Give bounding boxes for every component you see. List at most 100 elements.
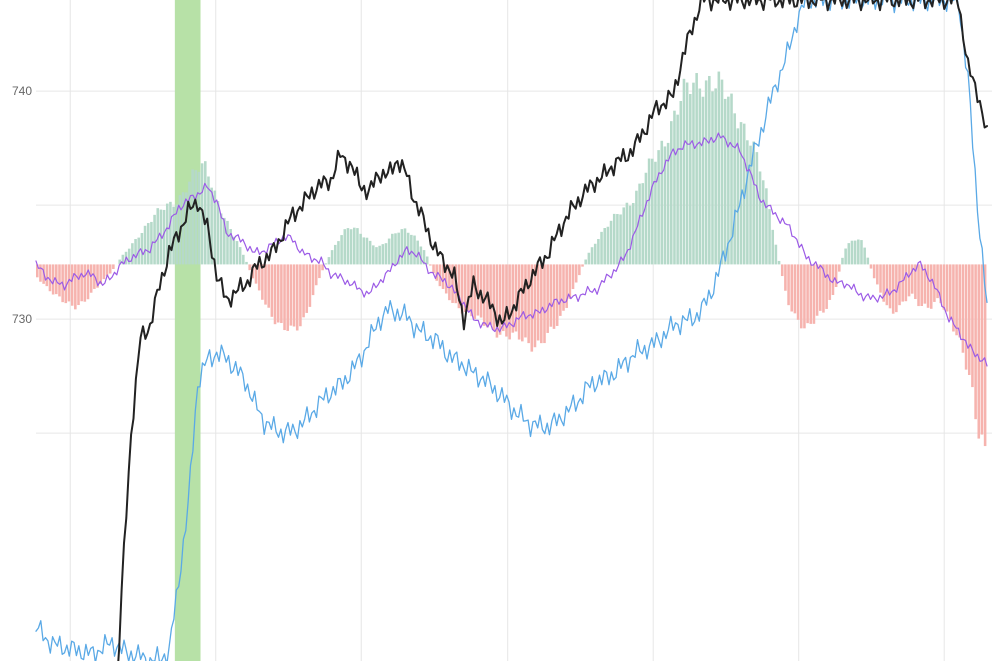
histogram-bar-positive — [378, 245, 381, 265]
histogram-bar-positive — [704, 80, 708, 265]
histogram-bar-positive — [670, 121, 673, 265]
histogram-bar-negative — [952, 264, 955, 332]
histogram-bar-positive — [647, 158, 651, 265]
y-tick-label: 740 — [12, 84, 32, 98]
histogram-bar-positive — [695, 73, 698, 265]
histogram-bar-negative — [926, 264, 930, 308]
histogram-bar-positive — [118, 259, 121, 265]
histogram-bar-positive — [631, 203, 635, 265]
histogram-bar-positive — [679, 100, 683, 265]
histogram-bar-negative — [555, 264, 559, 326]
histogram-bar-positive — [685, 82, 689, 265]
histogram-bar-negative — [936, 264, 939, 299]
histogram-bar-negative — [70, 264, 74, 306]
histogram-bar-positive — [403, 228, 407, 265]
histogram-bar-positive — [121, 254, 125, 265]
histogram-bar-positive — [619, 214, 622, 265]
histogram-bar-positive — [746, 140, 749, 265]
histogram-bar-negative — [803, 264, 806, 329]
histogram-bar-negative — [910, 264, 914, 294]
histogram-bar-positive — [663, 146, 667, 265]
histogram-bar-positive — [216, 200, 220, 265]
histogram-bar-positive — [673, 110, 676, 265]
histogram-bar-positive — [384, 243, 388, 265]
histogram-bar-negative — [112, 264, 115, 270]
histogram-bar-positive — [425, 256, 429, 265]
histogram-bar-positive — [413, 235, 416, 265]
histogram-bar-negative — [571, 264, 575, 290]
histogram-bar-negative — [869, 264, 873, 269]
histogram-bar-positive — [660, 140, 664, 265]
histogram-bar-negative — [99, 264, 102, 284]
histogram-bar-positive — [340, 235, 343, 265]
histogram-bar-negative — [787, 264, 790, 306]
histogram-bar-negative — [898, 264, 901, 306]
histogram-bar-negative — [311, 264, 315, 296]
histogram-bar-negative — [945, 264, 949, 312]
histogram-bar-negative — [435, 264, 438, 281]
histogram-bar-negative — [39, 264, 42, 282]
histogram-bar-negative — [261, 264, 264, 300]
histogram-bar-positive — [343, 229, 347, 265]
histogram-bar-positive — [628, 205, 632, 265]
histogram-bar-negative — [980, 264, 984, 435]
histogram-bar-positive — [701, 96, 705, 265]
histogram-bar-positive — [375, 247, 378, 265]
histogram-bar-positive — [353, 227, 356, 265]
histogram-bar-negative — [270, 264, 274, 317]
histogram-bar-negative — [314, 264, 318, 286]
histogram-bar-negative — [568, 264, 572, 299]
histogram — [36, 71, 987, 447]
histogram-bar-positive — [184, 192, 188, 265]
histogram-bar-negative — [549, 264, 553, 327]
histogram-bar-positive — [844, 248, 847, 265]
histogram-bar-positive — [188, 181, 191, 265]
histogram-bar-positive — [682, 78, 686, 265]
histogram-bar-positive — [207, 176, 210, 265]
histogram-bar-positive — [397, 232, 400, 265]
histogram-bar-negative — [80, 264, 83, 302]
histogram-bar-positive — [622, 207, 626, 265]
histogram-bar-negative — [105, 264, 109, 277]
histogram-bar-positive — [733, 113, 736, 265]
histogram-bar-negative — [961, 264, 965, 353]
histogram-bar-negative — [882, 264, 885, 302]
histogram-bar-positive — [229, 229, 232, 265]
histogram-bar-positive — [774, 244, 778, 265]
histogram-bar-negative — [796, 264, 800, 320]
histogram-bar-negative — [108, 264, 112, 274]
histogram-bar-negative — [295, 264, 299, 331]
histogram-bar-negative — [257, 264, 261, 291]
histogram-bar-positive — [349, 229, 353, 265]
histogram-bar-positive — [853, 240, 857, 265]
histogram-bar-negative — [89, 264, 93, 293]
histogram-bar-negative — [977, 264, 981, 439]
histogram-bar-negative — [964, 264, 968, 370]
histogram-bar-negative — [511, 264, 515, 333]
histogram-bar-negative — [264, 264, 267, 305]
histogram-bar-negative — [540, 264, 543, 344]
histogram-bar-positive — [755, 152, 759, 265]
histogram-bar-negative — [533, 264, 537, 348]
histogram-bar-positive — [416, 240, 419, 265]
histogram-bar-negative — [822, 264, 825, 313]
histogram-bar-positive — [771, 229, 775, 265]
histogram-bar-positive — [381, 244, 385, 265]
histogram-bar-negative — [273, 264, 277, 325]
histogram-bar-positive — [419, 246, 423, 265]
histogram-bar-positive — [860, 240, 863, 265]
histogram-bar-positive — [692, 82, 695, 265]
histogram-bar-positive — [723, 98, 727, 265]
histogram-bar-negative — [36, 264, 39, 278]
histogram-bar-negative — [267, 264, 270, 308]
histogram-bar-positive — [346, 228, 350, 265]
histogram-bar-negative — [834, 264, 838, 288]
histogram-bar-negative — [463, 264, 467, 313]
histogram-bar-positive — [210, 187, 213, 265]
histogram-bar-negative — [923, 264, 927, 304]
histogram-bar-negative — [473, 264, 477, 319]
histogram-bar-negative — [895, 264, 898, 313]
histogram-bar-positive — [714, 88, 717, 265]
histogram-bar-negative — [559, 264, 562, 316]
